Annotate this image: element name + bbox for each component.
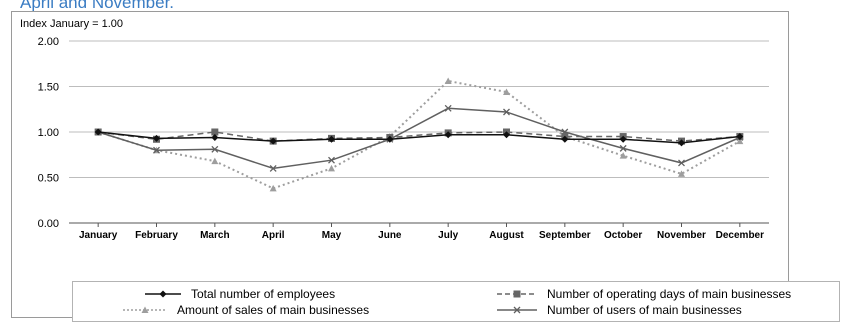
data-point-employees — [269, 137, 277, 145]
data-point-sales — [619, 152, 627, 159]
legend-item-sales: Amount of sales of main businesses — [123, 302, 369, 318]
legend-marker-users — [497, 306, 537, 314]
data-point-users — [211, 145, 219, 153]
series-line-sales — [97, 79, 741, 190]
data-point-users — [503, 108, 510, 116]
y-tick-label: 0.00 — [38, 218, 59, 230]
legend-item-employees: Total number of employees — [145, 286, 335, 302]
series-line-users — [97, 107, 741, 170]
data-point-operating-days — [211, 128, 219, 136]
x-tick-label: September — [539, 230, 591, 241]
legend-item-users: Number of users of main businesses — [497, 302, 742, 318]
data-point-employees — [561, 135, 569, 143]
x-tick-label: April — [262, 230, 285, 241]
data-point-users — [153, 146, 160, 154]
data-point-employees — [211, 133, 219, 141]
data-point-sales — [444, 77, 452, 85]
x-tick-label: October — [604, 230, 642, 241]
legend-label-operating-days: Number of operating days of main busines… — [547, 287, 792, 301]
x-tick-label: August — [489, 230, 524, 241]
y-tick-label: 1.00 — [38, 127, 59, 139]
y-tick-label: 1.50 — [38, 82, 59, 94]
x-tick-label: July — [438, 230, 458, 241]
data-point-users — [269, 164, 277, 172]
data-point-sales — [211, 157, 219, 165]
chart-caption: April and November. — [20, 0, 175, 12]
legend-item-operating-days: Number of operating days of main busines… — [497, 286, 791, 302]
series-line-operating-days — [98, 131, 740, 142]
data-point-employees — [736, 133, 744, 141]
legend-label-sales: Amount of sales of main businesses — [177, 303, 370, 317]
data-point-sales — [503, 88, 510, 95]
legend-label-employees: Total number of employees — [191, 287, 336, 301]
data-point-employees — [503, 131, 510, 139]
data-point-users — [328, 156, 335, 164]
legend-marker-operating-days — [497, 290, 537, 298]
data-point-employees — [678, 139, 685, 147]
x-tick-label: December — [716, 230, 764, 241]
x-tick-label: March — [200, 230, 229, 241]
data-point-sales — [736, 137, 744, 145]
data-point-employees — [94, 128, 102, 136]
x-tick-label: January — [79, 230, 118, 241]
legend-marker-employees — [145, 290, 181, 298]
data-point-users — [444, 104, 452, 112]
data-point-sales — [678, 170, 685, 177]
x-tick-label: June — [378, 230, 402, 241]
data-point-sales — [269, 184, 277, 192]
data-point-employees — [386, 135, 394, 143]
chart-frame: Index January = 1.00 0.00 0.50 1.00 1.50 2.00… — [11, 11, 789, 318]
x-tick-label: November — [657, 230, 706, 241]
data-point-employees — [619, 135, 627, 143]
data-point-employees — [153, 134, 160, 142]
line-chart: Index January = 1.00 0.00 0.50 1.00 1.50 2.00… — [20, 18, 769, 241]
x-tick-label: February — [135, 230, 178, 241]
legend-label-users: Number of users of main businesses — [547, 303, 742, 317]
data-point-employees — [328, 135, 335, 143]
chart-title: Index January = 1.00 — [20, 18, 123, 30]
y-tick-label: 0.50 — [38, 173, 59, 185]
y-tick-label: 2.00 — [38, 36, 59, 48]
legend-marker-sales — [123, 306, 167, 313]
series-line-employees — [98, 131, 740, 144]
chart-legend: Total number of employees Number of oper… — [72, 281, 840, 322]
x-tick-label: May — [322, 230, 342, 241]
data-point-employees — [444, 131, 452, 139]
data-point-sales — [328, 164, 335, 172]
data-point-users — [619, 144, 627, 152]
data-point-users — [678, 159, 685, 167]
